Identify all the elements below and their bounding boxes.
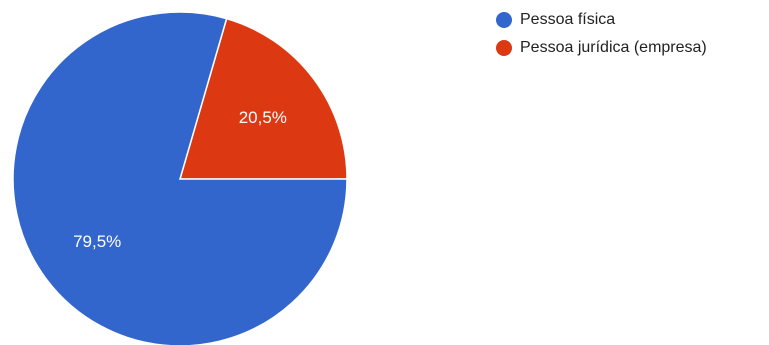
slice-pessoa-juridica[interactable] [179, 17, 348, 180]
legend-item-pessoa-fisica[interactable]: Pessoa física [496, 6, 707, 34]
legend-label-pessoa-fisica: Pessoa física [520, 11, 616, 28]
legend-swatch-pessoa-juridica [496, 40, 512, 56]
slice-label-pessoa-fisica: 79,5% [73, 232, 121, 251]
legend-swatch-pessoa-fisica [496, 12, 512, 28]
legend-item-pessoa-juridica[interactable]: Pessoa jurídica (empresa) [496, 34, 707, 62]
pie-chart: 20,5% 79,5% [12, 11, 348, 345]
slice-label-pessoa-juridica: 20,5% [239, 108, 287, 127]
slice-pessoa-fisica[interactable] [12, 11, 348, 345]
legend-label-pessoa-juridica: Pessoa jurídica (empresa) [520, 39, 707, 56]
legend: Pessoa física Pessoa jurídica (empresa) [496, 6, 707, 62]
